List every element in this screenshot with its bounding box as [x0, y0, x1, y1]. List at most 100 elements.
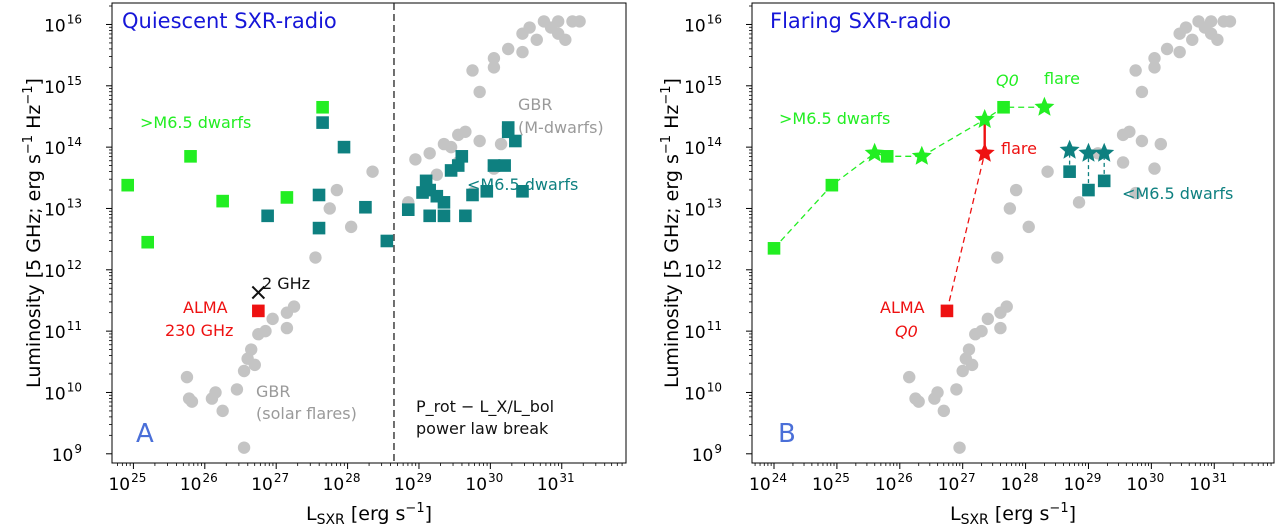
point-gbr	[1123, 125, 1136, 138]
point-gbr-m-dwarfs	[551, 27, 565, 40]
point-gbr-m-dwarfs	[487, 52, 501, 65]
y-tick-label: 1014	[684, 135, 722, 159]
x-tick-label: 1027	[251, 471, 289, 495]
panel-b-marks	[767, 15, 1237, 454]
panel-a-label-2ghz: 2 GHz	[262, 274, 310, 293]
point-gbr	[1129, 186, 1142, 200]
point-gbr-m-dwarfs	[323, 202, 336, 215]
point-m6-5-dwarfs	[216, 194, 229, 208]
point-m6-5-dwarfs	[767, 242, 781, 255]
point-m6-5-dwarfs	[880, 150, 894, 163]
panel-b: 1024 1025 1026 1027 1028 1029 1030 1031 109 1010…	[659, 2, 1275, 528]
point-alma-230-ghz	[252, 304, 265, 318]
panel-b-x-ticks: 1024 1025 1026 1027 1028 1029 1030 1031	[749, 463, 1272, 495]
y-tick-label: 109	[52, 442, 82, 466]
point-gbr-solar-flares	[287, 300, 301, 313]
point-gbr	[953, 441, 966, 454]
point-gbr-m-dwarfs	[516, 45, 529, 59]
point-gbr-solar-flares	[237, 441, 251, 454]
point-m6-5-dwarfs	[337, 140, 351, 154]
point-m6-5-dwarfs	[1082, 183, 1095, 197]
point-m6-5-dwarfs	[1097, 174, 1111, 188]
point-gbr-solar-flares	[209, 386, 222, 399]
point-gbr	[991, 251, 1004, 264]
point-gbr-solar-flares	[180, 370, 194, 384]
x-tick-label: 1026	[180, 471, 218, 495]
x-tick-label: 1029	[1064, 471, 1102, 495]
point-gbr	[1009, 183, 1023, 197]
point-m6-5-dwarfs	[487, 159, 501, 172]
point-gbr-solar-flares	[266, 312, 279, 326]
panel-b-x-axis-label: LSXR [erg s−1]	[950, 501, 1076, 528]
point-m6-5-dwarfs	[184, 150, 197, 163]
panel-b-title: Flaring SXR-radio	[770, 9, 951, 33]
y-tick-label: 1012	[684, 258, 722, 282]
point-gbr-m-dwarfs	[344, 220, 358, 234]
panel-b-label-q0: Q0	[996, 71, 1019, 90]
x-tick-label: 1028	[1001, 471, 1039, 495]
point-gbr-m-dwarfs	[502, 42, 515, 56]
star-m6-5-flares	[974, 109, 995, 128]
point-gbr	[1148, 52, 1161, 65]
point-gbr	[975, 324, 988, 338]
point-gbr	[1000, 300, 1013, 313]
y-tick-label: 1013	[684, 196, 722, 220]
x-tick-label: 1029	[394, 471, 432, 495]
star-m6-5-flares	[1034, 96, 1055, 116]
point-m6-5-dwarfs	[455, 150, 469, 163]
x-tick-label: 1024	[749, 471, 787, 495]
point-gbr-solar-flares	[280, 321, 294, 335]
point-m6-5-dwarfs	[498, 159, 511, 172]
point-m6-5-dwarfs	[359, 200, 372, 214]
point-gbr	[1041, 165, 1054, 178]
panel-a-label-break-line1: P_rot − L_X/L_bol	[416, 397, 554, 417]
point-gbr	[1148, 162, 1161, 175]
point-gbr-m-dwarfs	[466, 64, 479, 77]
point-gbr-solar-flares	[237, 364, 251, 378]
panel-b-label-alma-line2: Q0	[895, 322, 918, 341]
panel-b-label-flare-green: flare	[1044, 69, 1080, 88]
cross-2-ghz	[251, 285, 266, 300]
y-tick-label: 1015	[684, 74, 722, 98]
point-gbr	[1154, 137, 1167, 151]
y-tick-label: 109	[692, 442, 722, 466]
point-m6-5-dwarfs	[121, 178, 135, 192]
x-tick-label: 1031	[1189, 471, 1227, 495]
panel-a-y-axis-label: Luminosity [5 GHz; erg s−1 Hz−1]	[21, 78, 45, 388]
point-m6-5-dwarfs	[825, 178, 839, 192]
panel-a-letter: A	[136, 419, 154, 449]
y-tick-label: 1010	[44, 380, 82, 404]
star-m6-5-flares	[911, 145, 932, 165]
point-gbr	[1129, 64, 1142, 77]
point-gbr-solar-flares	[259, 324, 272, 338]
point-gbr-solar-flares	[230, 383, 244, 396]
point-m6-5-dwarfs	[312, 221, 326, 235]
point-gbr-m-dwarfs	[530, 33, 543, 46]
point-gbr	[903, 370, 916, 384]
point-m6-5-dwarfs	[509, 134, 522, 148]
y-tick-label: 1016	[684, 12, 722, 36]
point-gbr	[912, 395, 925, 408]
y-tick-label: 1011	[44, 319, 82, 343]
point-gbr-m-dwarfs	[494, 137, 508, 151]
panel-b-axes-frame	[751, 2, 1275, 464]
x-tick-label: 1025	[812, 471, 850, 495]
point-gbr	[1160, 42, 1174, 56]
point-m6-5-dwarfs	[480, 184, 494, 198]
point-gbr	[1135, 85, 1149, 99]
panel-a-label-gbr-m-line1: GBR	[518, 95, 553, 114]
panel-a-label-alma-line1: ALMA	[183, 298, 228, 317]
point-gbr	[1179, 21, 1193, 34]
point-gbr	[937, 404, 951, 418]
point-gbr-m-dwarfs	[409, 153, 422, 166]
panel-b-label-lt-m65: <M6.5 dwarfs	[1122, 184, 1233, 203]
point-m6-5-dwarfs	[997, 100, 1010, 114]
panel-a-label-lt-m65: <M6.5 dwarfs	[467, 175, 578, 194]
point-gbr	[956, 364, 969, 378]
point-gbr	[1072, 196, 1086, 209]
point-gbr-m-dwarfs	[487, 61, 501, 74]
y-tick-label: 1013	[44, 196, 82, 220]
panel-a-title: Quiescent SXR-radio	[122, 9, 337, 33]
panel-a-label-alma-line2: 230 GHz	[165, 321, 233, 340]
